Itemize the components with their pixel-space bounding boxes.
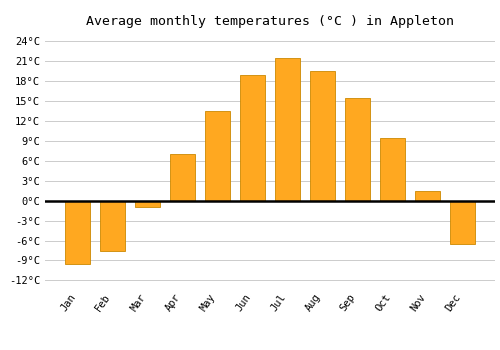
Bar <box>240 75 265 201</box>
Bar <box>415 191 440 201</box>
Bar <box>310 71 334 201</box>
Bar <box>345 98 370 201</box>
Bar <box>450 201 474 244</box>
Bar <box>170 154 195 201</box>
Bar <box>66 201 90 264</box>
Bar <box>380 138 404 201</box>
Bar <box>206 111 230 201</box>
Bar <box>275 58 299 201</box>
Title: Average monthly temperatures (°C ) in Appleton: Average monthly temperatures (°C ) in Ap… <box>86 15 454 28</box>
Bar <box>100 201 125 251</box>
Bar <box>136 201 160 207</box>
